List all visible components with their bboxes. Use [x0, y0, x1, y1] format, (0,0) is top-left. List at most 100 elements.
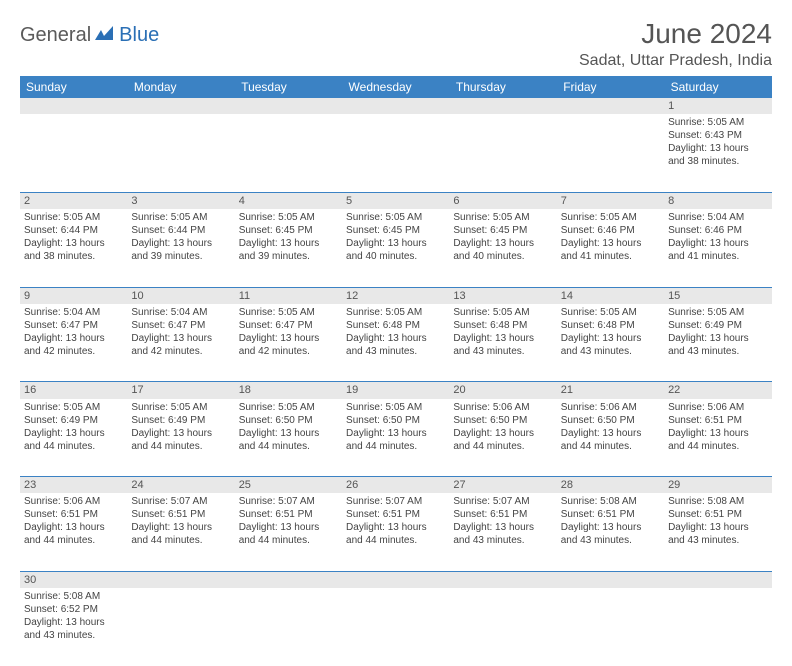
- day-number: 9: [24, 290, 30, 302]
- sunset-line: Sunset: 6:45 PM: [239, 224, 338, 237]
- day-cell: Sunrise: 5:05 AMSunset: 6:49 PMDaylight:…: [664, 304, 771, 382]
- sunrise-line: Sunrise: 5:05 AM: [668, 306, 767, 319]
- sunrise-line: Sunrise: 5:04 AM: [131, 306, 230, 319]
- day-cell: Sunrise: 5:06 AMSunset: 6:51 PMDaylight:…: [664, 399, 771, 477]
- daynum-row: 2345678: [20, 192, 772, 209]
- day-number-cell: 17: [127, 382, 234, 399]
- day-cell: Sunrise: 5:05 AMSunset: 6:44 PMDaylight:…: [20, 209, 127, 287]
- day-cell: Sunrise: 5:04 AMSunset: 6:47 PMDaylight:…: [20, 304, 127, 382]
- day-number: 15: [668, 290, 680, 302]
- day-number-cell: [235, 571, 342, 588]
- daylight-line: Daylight: 13 hours and 42 minutes.: [131, 332, 230, 358]
- day-cell: Sunrise: 5:05 AMSunset: 6:49 PMDaylight:…: [127, 399, 234, 477]
- sunset-line: Sunset: 6:44 PM: [131, 224, 230, 237]
- day-cell: Sunrise: 5:07 AMSunset: 6:51 PMDaylight:…: [127, 493, 234, 571]
- daylight-line: Daylight: 13 hours and 43 minutes.: [668, 521, 767, 547]
- day-number-cell: 4: [235, 192, 342, 209]
- day-number-cell: 10: [127, 287, 234, 304]
- day-number-cell: 23: [20, 477, 127, 494]
- sunset-line: Sunset: 6:45 PM: [453, 224, 552, 237]
- day-number-cell: 12: [342, 287, 449, 304]
- daylight-line: Daylight: 13 hours and 44 minutes.: [239, 521, 338, 547]
- day-number-cell: [449, 98, 556, 114]
- day-number-cell: 19: [342, 382, 449, 399]
- daylight-line: Daylight: 13 hours and 38 minutes.: [668, 142, 767, 168]
- day-number-cell: 21: [557, 382, 664, 399]
- day-cell: Sunrise: 5:05 AMSunset: 6:43 PMDaylight:…: [664, 114, 771, 192]
- daylight-line: Daylight: 13 hours and 38 minutes.: [24, 237, 123, 263]
- sunrise-line: Sunrise: 5:05 AM: [239, 306, 338, 319]
- sunset-line: Sunset: 6:49 PM: [24, 414, 123, 427]
- day-cell: [342, 114, 449, 192]
- day-number-cell: 28: [557, 477, 664, 494]
- day-cell: [449, 588, 556, 666]
- sunset-line: Sunset: 6:52 PM: [24, 603, 123, 616]
- sunrise-line: Sunrise: 5:07 AM: [239, 495, 338, 508]
- day-number-cell: 27: [449, 477, 556, 494]
- sunset-line: Sunset: 6:50 PM: [561, 414, 660, 427]
- sunset-line: Sunset: 6:51 PM: [131, 508, 230, 521]
- sunset-line: Sunset: 6:51 PM: [668, 508, 767, 521]
- daylight-line: Daylight: 13 hours and 43 minutes.: [561, 332, 660, 358]
- weekday-header: Wednesday: [342, 76, 449, 98]
- weekday-header: Friday: [557, 76, 664, 98]
- day-cell: [235, 114, 342, 192]
- weekday-header: Sunday: [20, 76, 127, 98]
- sunrise-line: Sunrise: 5:05 AM: [239, 401, 338, 414]
- sunrise-line: Sunrise: 5:05 AM: [453, 211, 552, 224]
- location: Sadat, Uttar Pradesh, India: [579, 52, 772, 70]
- sunrise-line: Sunrise: 5:05 AM: [131, 401, 230, 414]
- day-cell: Sunrise: 5:07 AMSunset: 6:51 PMDaylight:…: [342, 493, 449, 571]
- day-cell: Sunrise: 5:08 AMSunset: 6:51 PMDaylight:…: [664, 493, 771, 571]
- logo-text-blue: Blue: [119, 24, 159, 47]
- day-number: 7: [561, 195, 567, 207]
- daylight-line: Daylight: 13 hours and 39 minutes.: [239, 237, 338, 263]
- sunset-line: Sunset: 6:47 PM: [24, 319, 123, 332]
- day-number-cell: [342, 571, 449, 588]
- day-cell: [557, 114, 664, 192]
- day-number: 8: [668, 195, 674, 207]
- day-number: 23: [24, 479, 36, 491]
- flag-icon: [95, 26, 117, 42]
- sunrise-line: Sunrise: 5:06 AM: [24, 495, 123, 508]
- day-cell: Sunrise: 5:05 AMSunset: 6:50 PMDaylight:…: [342, 399, 449, 477]
- day-cell: Sunrise: 5:05 AMSunset: 6:48 PMDaylight:…: [449, 304, 556, 382]
- day-number-cell: [342, 98, 449, 114]
- day-number-cell: 16: [20, 382, 127, 399]
- day-number-cell: 15: [664, 287, 771, 304]
- day-number: 30: [24, 574, 36, 586]
- daylight-line: Daylight: 13 hours and 39 minutes.: [131, 237, 230, 263]
- sunset-line: Sunset: 6:45 PM: [346, 224, 445, 237]
- day-number-cell: 6: [449, 192, 556, 209]
- daylight-line: Daylight: 13 hours and 43 minutes.: [561, 521, 660, 547]
- weekday-header-row: Sunday Monday Tuesday Wednesday Thursday…: [20, 76, 772, 98]
- day-number-cell: 22: [664, 382, 771, 399]
- day-number: 11: [239, 290, 250, 302]
- week-row: Sunrise: 5:04 AM Sunset: 6:47 PM Daylight:…: [20, 304, 772, 382]
- day-number-cell: 3: [127, 192, 234, 209]
- day-number-cell: [664, 571, 771, 588]
- day-number-cell: 9: [20, 287, 127, 304]
- daylight-line: Daylight: 13 hours and 43 minutes.: [453, 521, 552, 547]
- day-number-cell: [127, 98, 234, 114]
- day-cell: Sunrise: 5:05 AMSunset: 6:48 PMDaylight:…: [557, 304, 664, 382]
- day-number-cell: 24: [127, 477, 234, 494]
- daylight-line: Daylight: 13 hours and 44 minutes.: [24, 521, 123, 547]
- day-cell: Sunrise: 5:05 AMSunset: 6:45 PMDaylight:…: [235, 209, 342, 287]
- day-cell: Sunrise: 5:08 AMSunset: 6:52 PMDaylight:…: [20, 588, 127, 666]
- day-cell: Sunrise: 5:04 AMSunset: 6:46 PMDaylight:…: [664, 209, 771, 287]
- daynum-row: 23242526272829: [20, 477, 772, 494]
- day-cell: Sunrise: 5:06 AMSunset: 6:50 PMDaylight:…: [449, 399, 556, 477]
- daylight-line: Daylight: 13 hours and 44 minutes.: [131, 427, 230, 453]
- day-number: 10: [131, 290, 143, 302]
- sunrise-line: Sunrise: 5:08 AM: [561, 495, 660, 508]
- daynum-row: 9101112131415: [20, 287, 772, 304]
- day-cell: Sunrise: 5:08 AMSunset: 6:51 PMDaylight:…: [557, 493, 664, 571]
- day-number: 12: [346, 290, 358, 302]
- sunset-line: Sunset: 6:51 PM: [239, 508, 338, 521]
- sunset-line: Sunset: 6:48 PM: [346, 319, 445, 332]
- daylight-line: Daylight: 13 hours and 44 minutes.: [131, 521, 230, 547]
- sunrise-line: Sunrise: 5:05 AM: [239, 211, 338, 224]
- week-row: Sunrise: 5:05 AMSunset: 6:44 PMDaylight:…: [20, 209, 772, 287]
- day-number-cell: 2: [20, 192, 127, 209]
